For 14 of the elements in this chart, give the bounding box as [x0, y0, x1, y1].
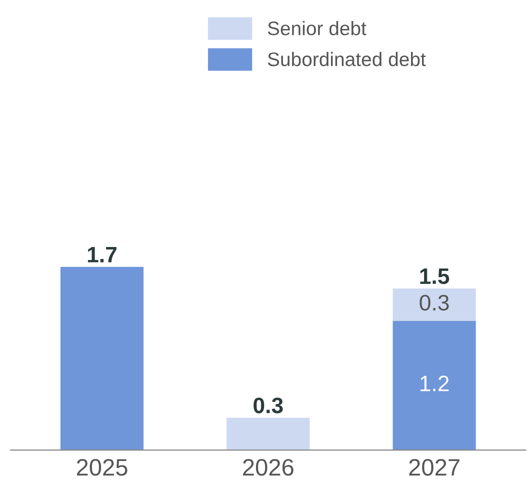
data-label: 1.2 — [420, 376, 449, 392]
bar — [60, 266, 144, 450]
bar — [392, 288, 476, 321]
x-tick-label: 2027 — [409, 458, 460, 476]
total-label: 1.7 — [88, 247, 116, 262]
data-label: 0.3 — [420, 294, 449, 311]
total-label: 1.5 — [420, 268, 450, 284]
total-label: 0.3 — [254, 398, 283, 414]
bar — [226, 418, 310, 450]
legend-label: Senior debt — [268, 21, 366, 36]
legend-label: Subordinated debt — [268, 52, 426, 66]
x-tick-label: 2025 — [76, 458, 128, 476]
bar — [392, 320, 476, 450]
x-tick-label: 2026 — [243, 458, 294, 476]
